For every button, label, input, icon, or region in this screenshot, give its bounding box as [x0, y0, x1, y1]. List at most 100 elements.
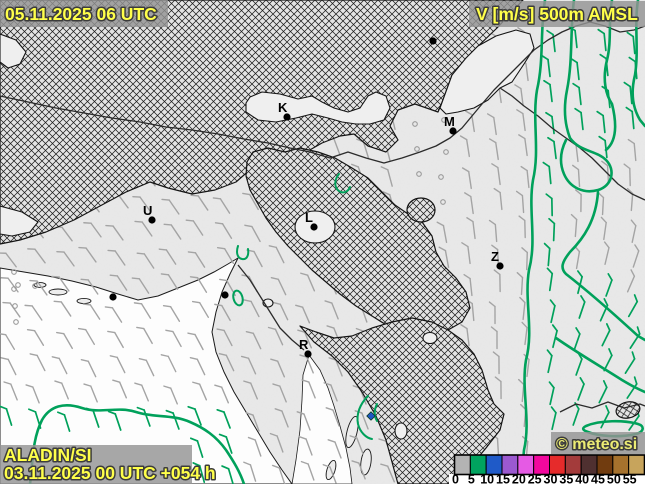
wind-barb	[243, 461, 257, 482]
wind-barb	[521, 247, 528, 271]
wind-barb	[546, 267, 554, 292]
wind-barb	[298, 436, 313, 456]
wind-barb	[214, 384, 230, 404]
calm-dot	[12, 303, 18, 309]
wind-barb	[438, 246, 450, 269]
wind-barb	[214, 222, 233, 239]
wind-barb	[0, 252, 17, 268]
city-dot	[429, 37, 437, 45]
wind-barb	[514, 84, 524, 107]
wind-barb	[78, 246, 97, 263]
wind-barb	[109, 274, 128, 291]
valley-holes	[0, 29, 535, 440]
calm-dot	[441, 117, 447, 123]
legend-label-strip	[449, 474, 645, 484]
wind-barb	[623, 81, 633, 105]
wind-barb	[271, 464, 286, 484]
wind-barb	[269, 432, 284, 453]
wind-barb	[0, 357, 17, 376]
copyright-box	[551, 432, 645, 454]
wind-barb	[244, 224, 261, 243]
local-contours	[232, 173, 378, 440]
city-dot	[304, 350, 312, 358]
wind-barb	[626, 187, 634, 212]
wind-barb	[0, 405, 13, 426]
wind-barb	[577, 377, 585, 401]
hatch-islet-1	[406, 197, 436, 223]
wind-barb	[300, 460, 315, 481]
city-label: R	[299, 337, 309, 352]
wind-barb	[185, 219, 204, 236]
wind-barb	[216, 328, 233, 347]
wind-barb	[192, 462, 206, 484]
wind-barb	[107, 249, 126, 266]
wind-barb	[112, 379, 128, 399]
wind-barb	[603, 348, 613, 372]
wind-barb	[163, 385, 178, 405]
wind-barb	[626, 269, 636, 293]
wind-barb	[515, 190, 525, 214]
coast-wedge	[0, 33, 27, 69]
wind-barb	[158, 248, 177, 265]
wind-barb	[325, 407, 340, 427]
wind-barb	[107, 330, 124, 349]
wind-barb	[26, 329, 45, 346]
wind-barb	[134, 220, 153, 237]
wind-barb	[548, 381, 555, 406]
wind-barb	[54, 380, 69, 400]
wind-barb	[518, 215, 526, 239]
wind-barb	[598, 380, 608, 404]
wind-barb	[82, 303, 101, 320]
wind-barb	[136, 406, 151, 427]
city-label: U	[143, 203, 152, 218]
legend-label: 45	[591, 473, 605, 484]
calm-dot	[416, 171, 422, 177]
wind-barb	[520, 165, 530, 189]
wind-barb	[519, 296, 526, 321]
wind-barb	[192, 381, 208, 401]
wind-barb	[107, 410, 122, 431]
wind-barb	[323, 382, 338, 402]
mura-valley	[439, 29, 535, 115]
islands	[33, 282, 372, 481]
wind-barb	[464, 192, 474, 215]
wind-barb	[105, 224, 124, 241]
wind-barb	[297, 329, 313, 349]
calm-dot	[443, 149, 449, 155]
legend-colorbar: 0 5 10 15 20 25 30 35 40 45 50 55	[449, 454, 645, 484]
wind-barb	[299, 354, 314, 374]
wind-barb	[572, 82, 582, 106]
wind-barb	[212, 197, 231, 214]
wind-barb	[134, 382, 149, 402]
wind-barb	[518, 134, 528, 157]
wind-barb	[218, 433, 233, 454]
legend-label: 55	[623, 473, 637, 484]
wind-barb	[245, 330, 262, 350]
wind-barb	[570, 213, 578, 238]
calm-dot	[11, 286, 17, 292]
wind-barb	[627, 294, 639, 318]
legend-label: 30	[544, 473, 558, 484]
wind-barb	[240, 355, 257, 375]
datetime-text: 05.11.2025 06 UTC	[5, 4, 157, 24]
legend-label: 35	[559, 473, 573, 484]
wind-barb	[3, 381, 18, 401]
wind-barb	[463, 273, 473, 297]
wind-barb	[247, 436, 262, 457]
isotach-contours	[28, 0, 645, 484]
wind-barb	[488, 219, 498, 243]
wind-barb	[160, 273, 179, 290]
klagenfurt-drava-valley	[245, 91, 391, 125]
wind-barb	[187, 251, 206, 268]
city-dot	[148, 216, 156, 224]
legend-label: 15	[496, 473, 510, 484]
wind-barb	[243, 380, 258, 400]
city-dot	[496, 262, 504, 270]
wind-barb	[216, 246, 235, 265]
wind-barb	[490, 326, 498, 350]
wind-barb	[545, 193, 554, 217]
wind-barb	[272, 301, 289, 321]
wind-barb	[380, 166, 393, 187]
wind-barb	[51, 275, 70, 292]
